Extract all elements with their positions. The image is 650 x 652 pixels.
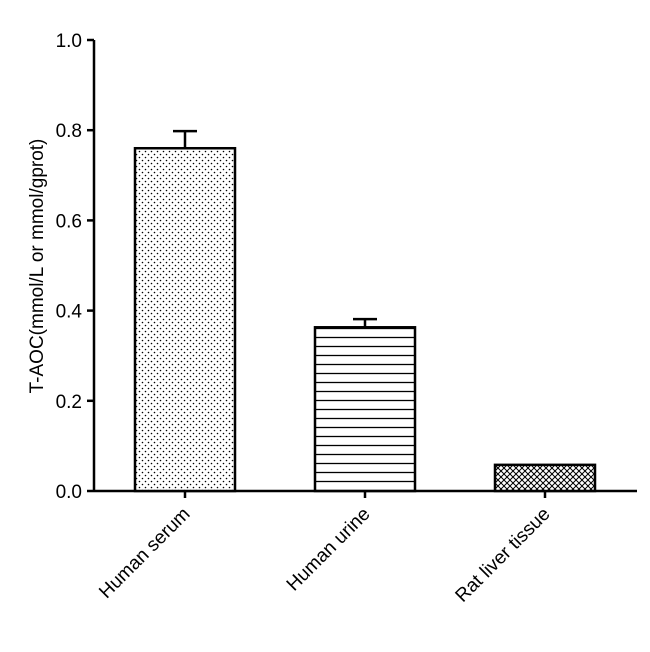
error-bars: [173, 129, 377, 328]
bar-0: [133, 146, 237, 493]
y-axis-title: T-AOC(mmol/L or mmol/gprot): [27, 139, 48, 394]
y-tick-label-4: 0.8: [56, 121, 82, 142]
x-tick-label-0: Human serum: [95, 504, 194, 603]
y-tick-label-2: 0.4: [56, 302, 83, 323]
bar-2: [493, 463, 597, 493]
error-bar-0: [173, 129, 197, 149]
x-tick-label-1: Human urine: [283, 504, 375, 596]
y-tick-label-3: 0.6: [56, 211, 82, 232]
y-axis: 0.0 0.2 0.4 0.6 0.8 1.0: [56, 31, 96, 503]
category-labels: Human serum Human urine Rat liver tissue: [95, 504, 554, 607]
y-tick-label-0: 0.0: [56, 482, 82, 503]
y-tick-label-5: 1.0: [56, 31, 82, 52]
bars: [133, 146, 597, 493]
x-tick-label-2: Rat liver tissue: [452, 504, 555, 607]
error-bar-1: [353, 317, 377, 328]
bar-1: [313, 326, 417, 493]
y-tick-label-1: 0.2: [56, 392, 82, 413]
